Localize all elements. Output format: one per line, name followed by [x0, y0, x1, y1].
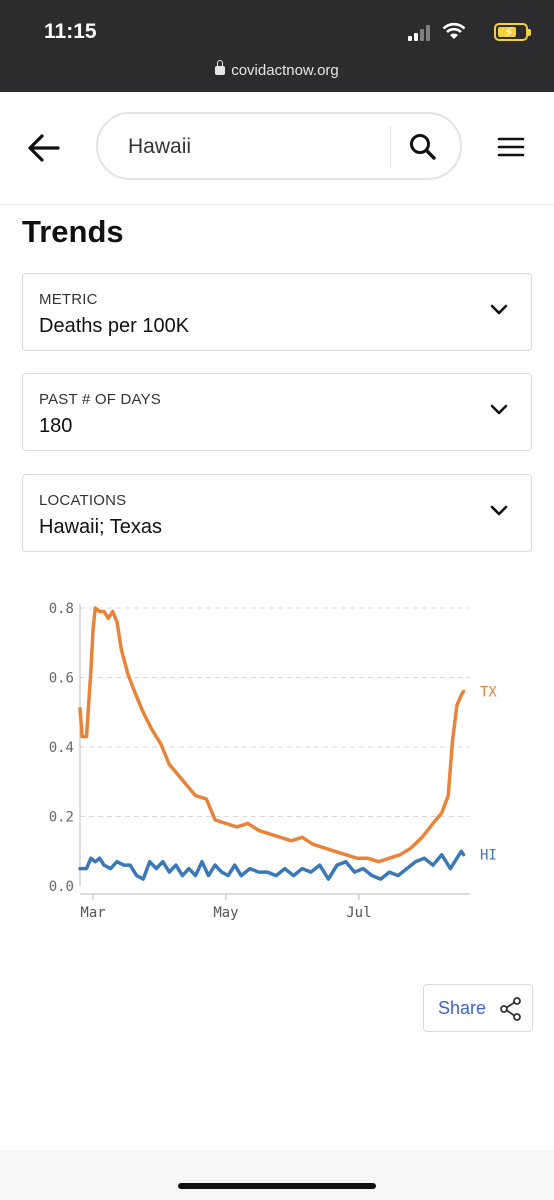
- y-tick-label: 0.8: [49, 601, 74, 617]
- x-tick-label: May: [213, 905, 238, 921]
- metric-select[interactable]: METRIC Deaths per 100K: [22, 273, 532, 351]
- status-time: 11:15: [44, 20, 97, 43]
- metric-value: Deaths per 100K: [39, 315, 190, 337]
- page-title: Trends: [22, 214, 124, 249]
- wifi-icon: [442, 22, 466, 39]
- series-line-tx: [78, 606, 466, 864]
- url-text: covidactnow.org: [231, 62, 339, 79]
- chevron-down-icon: [490, 304, 508, 315]
- y-tick-label: 0.4: [49, 740, 74, 756]
- browser-bottom-bar: [0, 1150, 554, 1200]
- status-bar: 11:15 ⚡ covidactnow.org: [0, 0, 554, 92]
- days-select[interactable]: PAST # OF DAYS 180: [22, 373, 532, 451]
- share-icon: [500, 997, 521, 1021]
- hamburger-menu-icon[interactable]: [496, 134, 526, 160]
- chevron-down-icon: [490, 404, 508, 415]
- share-label: Share: [438, 998, 487, 1018]
- series-label-tx: TX: [480, 684, 497, 700]
- days-label: PAST # OF DAYS: [39, 391, 162, 408]
- metric-label: METRIC: [39, 291, 98, 308]
- locations-label: LOCATIONS: [39, 492, 127, 509]
- y-tick-label: 0.6: [49, 671, 74, 687]
- search-input[interactable]: [126, 132, 380, 162]
- x-tick-label: Jul: [346, 905, 371, 921]
- locations-value: Hawaii; Texas: [39, 516, 163, 538]
- home-indicator[interactable]: [178, 1183, 376, 1189]
- x-tick-label: Mar: [80, 905, 105, 921]
- arrow-left-icon[interactable]: [26, 130, 62, 166]
- y-tick-label: 0.2: [49, 810, 74, 826]
- search-divider: [390, 126, 391, 168]
- search-box: [96, 112, 462, 180]
- days-value: 180: [39, 415, 73, 437]
- chevron-down-icon: [490, 505, 508, 516]
- lock-icon: [215, 60, 226, 75]
- cellular-signal-icon: [408, 25, 434, 41]
- series-label-hi: HI: [480, 848, 497, 864]
- trend-chart: 0.0 0.2 0.4 0.6 0.8 Mar May Jul TX HI: [49, 601, 498, 921]
- y-tick-label: 0.0: [49, 879, 74, 895]
- battery-charging-icon: ⚡: [494, 23, 531, 41]
- series-line-hi: [78, 849, 466, 881]
- locations-select[interactable]: LOCATIONS Hawaii; Texas: [22, 474, 532, 552]
- search-icon[interactable]: [406, 130, 440, 164]
- system-icons: ⚡: [398, 22, 531, 44]
- url-bar[interactable]: covidactnow.org: [0, 60, 554, 79]
- app-header: [0, 92, 554, 205]
- share-button[interactable]: Share: [423, 984, 533, 1032]
